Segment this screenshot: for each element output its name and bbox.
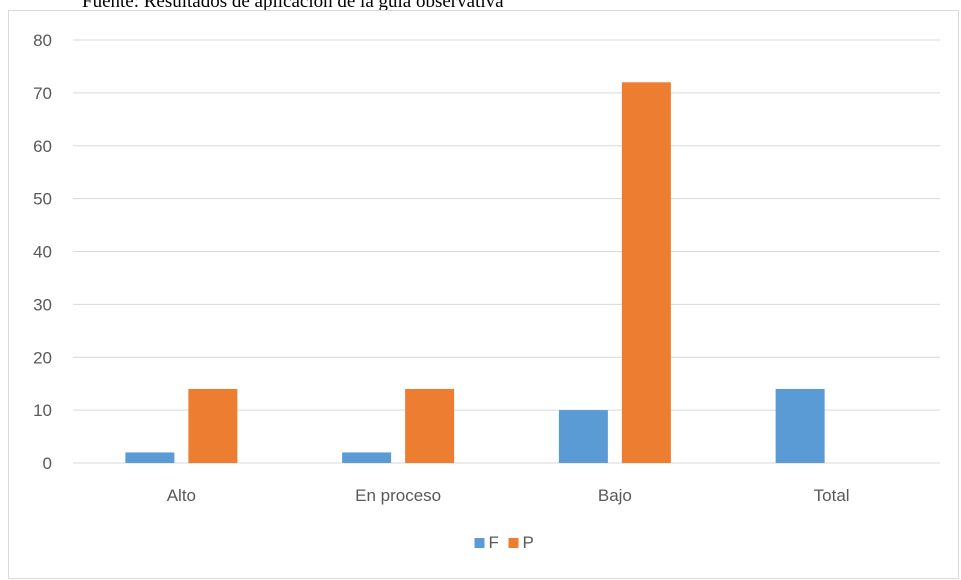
y-tick-label: 40: [33, 243, 52, 262]
bars: [125, 82, 825, 464]
legend-swatch-F: [474, 538, 485, 548]
bar-F-en-proceso: [342, 452, 392, 463]
x-tick-label: En proceso: [355, 486, 441, 505]
x-tick-label: Alto: [167, 486, 196, 505]
gridlines: [73, 39, 940, 464]
y-axis-ticks: 0 10 20 30 40 50 60 70 80: [33, 31, 52, 473]
y-tick-label: 0: [43, 454, 52, 473]
legend-label-F: F: [489, 533, 499, 552]
y-tick-label: 10: [33, 401, 52, 420]
y-tick-label: 80: [33, 31, 52, 50]
y-tick-label: 20: [33, 348, 52, 367]
bar-F-alto: [125, 452, 175, 463]
bar-F-total: [775, 388, 825, 463]
legend-swatch-P: [508, 538, 519, 548]
x-axis-ticks: Alto En proceso Bajo Total: [167, 486, 850, 505]
x-tick-label: Total: [814, 486, 850, 505]
bar-P-bajo: [621, 82, 671, 464]
y-tick-label: 60: [33, 137, 52, 156]
y-tick-label: 70: [33, 84, 52, 103]
x-tick-label: Bajo: [598, 486, 632, 505]
chart-source-caption: Fuente: Resultados de aplicación de la g…: [82, 0, 504, 12]
bar-P-alto: [188, 388, 238, 463]
y-tick-label: 30: [33, 295, 52, 314]
chart-frame: [8, 10, 959, 579]
bar-F-bajo: [558, 410, 608, 463]
bar-P-en-proceso: [405, 388, 455, 463]
y-tick-label: 50: [33, 190, 52, 209]
legend-label-P: P: [523, 533, 534, 552]
